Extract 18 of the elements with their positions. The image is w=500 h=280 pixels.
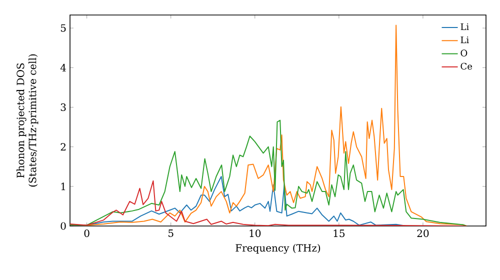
line-series [70,120,468,226]
x-tick-label: 15 [334,230,345,238]
x-tick-label: 20 [417,230,429,238]
y-tick-label: 1 [61,182,66,190]
y-tick-label: 0 [60,222,66,230]
x-tick-label: 10 [250,230,261,238]
y-tick-label: 2 [60,143,66,151]
x-tick-label: 5 [168,230,174,237]
legend-label: Ce [460,62,472,70]
legend-label: O [460,50,468,56]
y-axis-title: Phonon projected DOS (States/THz·primitive cell) [16,54,38,187]
legend-label: Li [460,36,469,44]
y-tick-label: 4 [60,64,66,72]
x-axis-title: Frequency (THz) [236,244,320,254]
x-tick-label: 0 [84,230,90,238]
y-tick-label: 3 [60,103,66,112]
legend-label: Li [460,23,469,30]
y-tick-label: 5 [60,24,66,32]
